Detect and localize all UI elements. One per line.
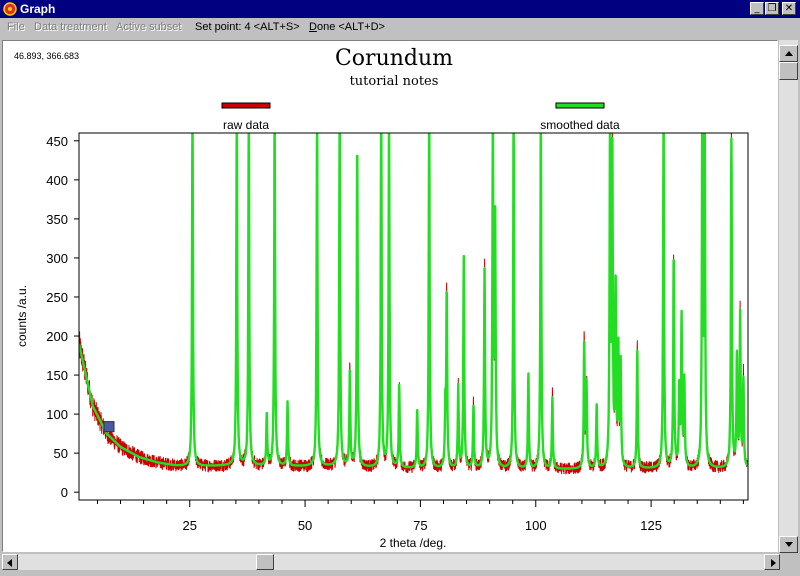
menu-active-subset[interactable]: Active subset [116,21,182,33]
x-tick-label: 25 [182,518,196,533]
y-tick-label: 200 [46,329,68,344]
menu-set-point[interactable]: Set point: 4 <ALT+S> [195,21,300,33]
y-tick-label: 450 [46,134,68,149]
restore-icon[interactable]: ❐ [765,2,779,15]
raw-data-series [79,133,748,475]
y-tick-label: 350 [46,212,68,227]
horizontal-scroll-thumb[interactable] [256,554,274,570]
cursor-coordinates: 46.893, 366.683 [14,51,80,61]
legend-raw-label: raw data [223,118,269,132]
smoothed-data-series [79,133,748,470]
x-tick-label: 125 [640,518,662,533]
legend-smoothed-swatch [555,102,605,109]
x-tick-label: 75 [413,518,427,533]
menu-file[interactable]: File [7,21,25,33]
y-tick-label: 300 [46,251,68,266]
vertical-scrollbar[interactable] [779,40,798,553]
menu-done-label: one <ALT+D> [316,21,385,33]
y-tick-label: 400 [46,173,68,188]
scrollbar-corner [780,554,798,570]
plot-frame [78,132,749,501]
x-axis-label: 2 theta /deg. [380,536,447,550]
menu-done[interactable]: Done <ALT+D> [309,21,385,33]
horizontal-scrollbar[interactable] [2,554,780,570]
y-tick-label: 150 [46,368,68,383]
legend-smoothed-label: smoothed data [540,118,620,132]
chart-subtitle: tutorial notes [350,74,439,89]
y-tick-label: 0 [61,485,68,500]
window-title-bar[interactable]: Graph _ ❐ ✕ [0,0,800,18]
y-tick-label: 100 [46,407,68,422]
legend-raw-swatch [221,102,271,109]
menu-done-accelerator: D [309,21,317,33]
window-title: Graph [20,2,56,16]
x-tick-label: 50 [298,518,312,533]
plot-area[interactable] [79,81,748,475]
y-tick-label: 50 [54,446,68,461]
close-icon[interactable]: ✕ [782,2,796,15]
scroll-right-button[interactable] [764,554,780,570]
y-tick-label: 250 [46,290,68,305]
y-axis-label: counts /a.u. [15,285,29,347]
vertical-scroll-thumb[interactable] [779,62,798,80]
scroll-left-button[interactable] [2,554,18,570]
app-icon [3,2,17,16]
scroll-down-button[interactable] [779,536,798,553]
menu-data-treatment[interactable]: Data treatment [34,21,107,33]
menu-bar: File Data treatment Active subset Set po… [0,18,800,38]
minimize-icon[interactable]: _ [750,2,764,15]
scroll-up-button[interactable] [779,45,798,62]
x-tick-label: 100 [525,518,547,533]
set-point-marker[interactable] [103,421,115,433]
axes: 0 50 100 150 200 250 300 350 400 450 25 50 75 100 125 [46,134,744,533]
chart-title: Corundum [335,46,453,71]
